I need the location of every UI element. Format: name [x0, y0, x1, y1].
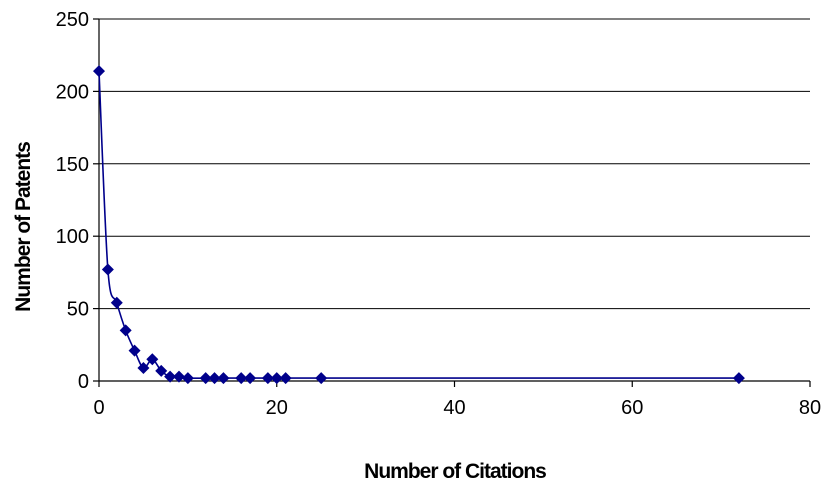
data-point-10 [181, 372, 194, 385]
data-point-17 [244, 372, 257, 385]
x-axis-title: Number of Citations [364, 460, 546, 483]
data-point-13 [208, 372, 221, 385]
series-line [98, 71, 739, 380]
y-tick-label: 100 [56, 226, 89, 248]
data-point-6 [146, 353, 159, 366]
data-point-21 [279, 372, 292, 385]
data-point-3 [119, 324, 132, 337]
data-point-1 [101, 263, 114, 276]
y-axis-title: Number of Patents [12, 142, 35, 312]
data-point-7 [155, 364, 168, 377]
x-tick-labels: 0 20 40 60 80 [93, 397, 821, 419]
data-point-19 [261, 372, 274, 385]
x-tick-label: 20 [266, 397, 288, 419]
data-point-0 [93, 65, 105, 78]
data-point-12 [199, 372, 212, 385]
x-tick-label: 60 [621, 397, 643, 419]
y-tick-label: 200 [56, 81, 89, 103]
axes [93, 18, 811, 387]
data-point-2 [110, 296, 123, 309]
x-tick-label: 0 [93, 397, 104, 419]
data-point-20 [270, 372, 283, 385]
x-tick-label: 80 [799, 397, 821, 419]
data-point-72 [732, 372, 745, 385]
data-point-16 [235, 372, 248, 385]
data-point-9 [172, 370, 185, 383]
y-tick-labels: 0 50 100 150 200 250 [56, 9, 89, 393]
data-point-14 [217, 372, 230, 385]
data-point-5 [137, 361, 150, 374]
data-point-4 [128, 344, 141, 357]
y-tick-label: 50 [67, 299, 89, 321]
x-tick-label: 40 [443, 397, 465, 419]
gridlines [99, 18, 810, 310]
series-markers [93, 65, 745, 385]
y-tick-label: 0 [78, 371, 89, 393]
y-tick-label: 250 [56, 9, 89, 31]
y-tick-label: 150 [56, 154, 89, 176]
data-point-8 [164, 370, 177, 383]
data-point-25 [315, 372, 328, 385]
